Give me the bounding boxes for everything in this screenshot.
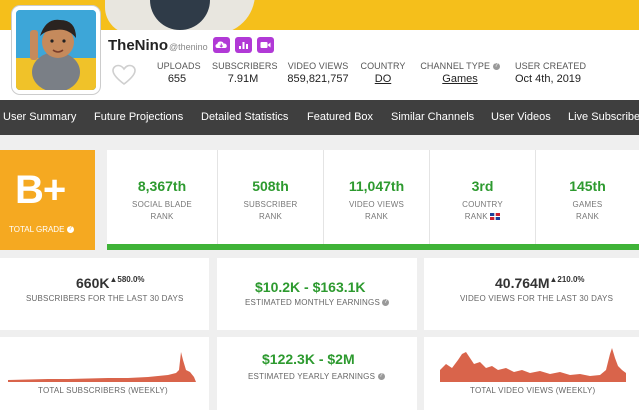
tab-similar-channels[interactable]: Similar Channels	[391, 111, 475, 123]
rank-social-blade-label: SOCIAL BLADE RANK	[132, 200, 192, 221]
weekly-views-chart	[440, 348, 626, 382]
rank-social-blade: 8,367th SOCIAL BLADE RANK	[107, 150, 218, 250]
total-grade-box	[0, 150, 95, 250]
rank-country: 3rd COUNTRY RANK	[430, 150, 536, 250]
card-subscribers-30-days	[0, 258, 209, 330]
stat-uploads-value: 655	[167, 73, 187, 85]
stat-video-views: VIDEO VIEWS 859,821,757	[287, 61, 349, 85]
stat-country-link[interactable]: DO	[374, 73, 392, 85]
stat-subscribers-label: SUBSCRIBERS	[212, 61, 278, 71]
stat-channel-type-link[interactable]: Games	[442, 73, 478, 85]
tab-live-subscriber-count[interactable]: Live Subscriber Count	[568, 111, 639, 123]
subscribers-30-days-label: SUBSCRIBERS FOR THE LAST 30 DAYS	[26, 294, 184, 303]
favorite-heart-icon[interactable]	[112, 64, 136, 86]
total-grade-value: B+	[15, 168, 66, 212]
avatar-image	[16, 10, 96, 90]
stat-channel-type-label: CHANNEL TYPE ?	[420, 61, 500, 71]
bar-chart-icon[interactable]	[235, 37, 252, 53]
yearly-earnings-value: $122.3K - $2M	[262, 351, 355, 367]
stat-uploads: UPLOADS 655	[157, 61, 201, 85]
stat-user-created-value: Oct 4th, 2019	[515, 73, 582, 85]
channel-name: TheNino	[108, 37, 168, 54]
rank-video-views-value: 11,047th	[348, 178, 405, 194]
card-monthly-earnings	[217, 258, 417, 330]
stat-user-created-label: USER CREATED	[515, 61, 587, 71]
card-views-30-days	[424, 258, 639, 330]
rank-games-label: GAMES RANK	[572, 200, 603, 221]
stat-country-label: COUNTRY	[360, 61, 406, 71]
yearly-earnings-label: ESTIMATED YEARLY EARNINGS ?	[248, 372, 385, 381]
channel-handle: @thenino	[169, 42, 208, 52]
help-icon[interactable]: ?	[66, 226, 74, 234]
tab-user-summary[interactable]: User Summary	[3, 111, 77, 123]
rank-video-views: 11,047th VIDEO VIEWS RANK	[324, 150, 430, 250]
rank-games: 145th GAMES RANK	[536, 150, 639, 250]
weekly-subscribers-label: TOTAL SUBSCRIBERS (WEEKLY)	[38, 386, 168, 395]
subscribers-30-days-value: 660K▲580.0%	[76, 275, 145, 291]
weekly-subscribers-area	[8, 352, 196, 382]
dominican-flag-icon	[490, 213, 501, 221]
monthly-earnings-value: $10.2K - $163.1K	[255, 279, 366, 295]
rank-subscriber-value: 508th	[252, 178, 289, 194]
stat-country: COUNTRY DO	[360, 61, 406, 85]
rank-video-views-label: VIDEO VIEWS RANK	[348, 200, 405, 221]
views-30-days-delta: ▲210.0%	[549, 275, 585, 284]
cloud-icon[interactable]	[213, 37, 230, 53]
tab-navigation: User Summary Future Projections Detailed…	[0, 100, 639, 135]
monthly-earnings-label: ESTIMATED MONTHLY EARNINGS ?	[245, 298, 390, 307]
stat-uploads-label: UPLOADS	[157, 61, 201, 71]
tab-future-projections[interactable]: Future Projections	[94, 111, 184, 123]
video-icon[interactable]	[257, 37, 274, 53]
subscribers-30-days-delta: ▲580.0%	[109, 275, 145, 284]
views-30-days-value: 40.764M▲210.0%	[495, 275, 585, 291]
tab-featured-box[interactable]: Featured Box	[307, 111, 374, 123]
rank-games-value: 145th	[569, 178, 606, 194]
weekly-views-label: TOTAL VIDEO VIEWS (WEEKLY)	[470, 386, 596, 395]
help-icon[interactable]: ?	[382, 299, 390, 307]
channel-banner	[0, 0, 639, 30]
help-icon[interactable]: ?	[377, 373, 385, 381]
help-icon[interactable]: ?	[492, 63, 500, 71]
rank-social-blade-value: 8,367th	[137, 178, 187, 194]
rank-subscriber: 508th SUBSCRIBER RANK	[218, 150, 324, 250]
stat-channel-type: CHANNEL TYPE ? Games	[418, 61, 502, 85]
rank-subscriber-label: SUBSCRIBER RANK	[243, 200, 298, 221]
rank-progress-bar	[107, 244, 639, 250]
stat-subscribers-value: 7.91M	[227, 73, 259, 85]
weekly-views-area	[440, 348, 626, 382]
views-30-days-label: VIDEO VIEWS FOR THE LAST 30 DAYS	[460, 294, 614, 303]
stat-user-created: USER CREATED Oct 4th, 2019	[515, 61, 595, 85]
rank-panel	[107, 150, 639, 250]
weekly-subscribers-chart	[8, 352, 196, 382]
stat-video-views-label: VIDEO VIEWS	[287, 61, 349, 71]
stat-video-views-value: 859,821,757	[287, 73, 349, 85]
stat-subscribers: SUBSCRIBERS 7.91M	[212, 61, 278, 85]
tab-user-videos[interactable]: User Videos	[491, 111, 551, 123]
rank-country-value: 3rd	[471, 178, 494, 194]
tab-detailed-statistics[interactable]: Detailed Statistics	[201, 111, 289, 123]
rank-country-label: COUNTRY RANK	[462, 200, 503, 221]
channel-info-bar	[0, 30, 639, 100]
total-grade-label: TOTAL GRADE ?	[9, 225, 74, 234]
channel-avatar[interactable]	[12, 6, 100, 94]
